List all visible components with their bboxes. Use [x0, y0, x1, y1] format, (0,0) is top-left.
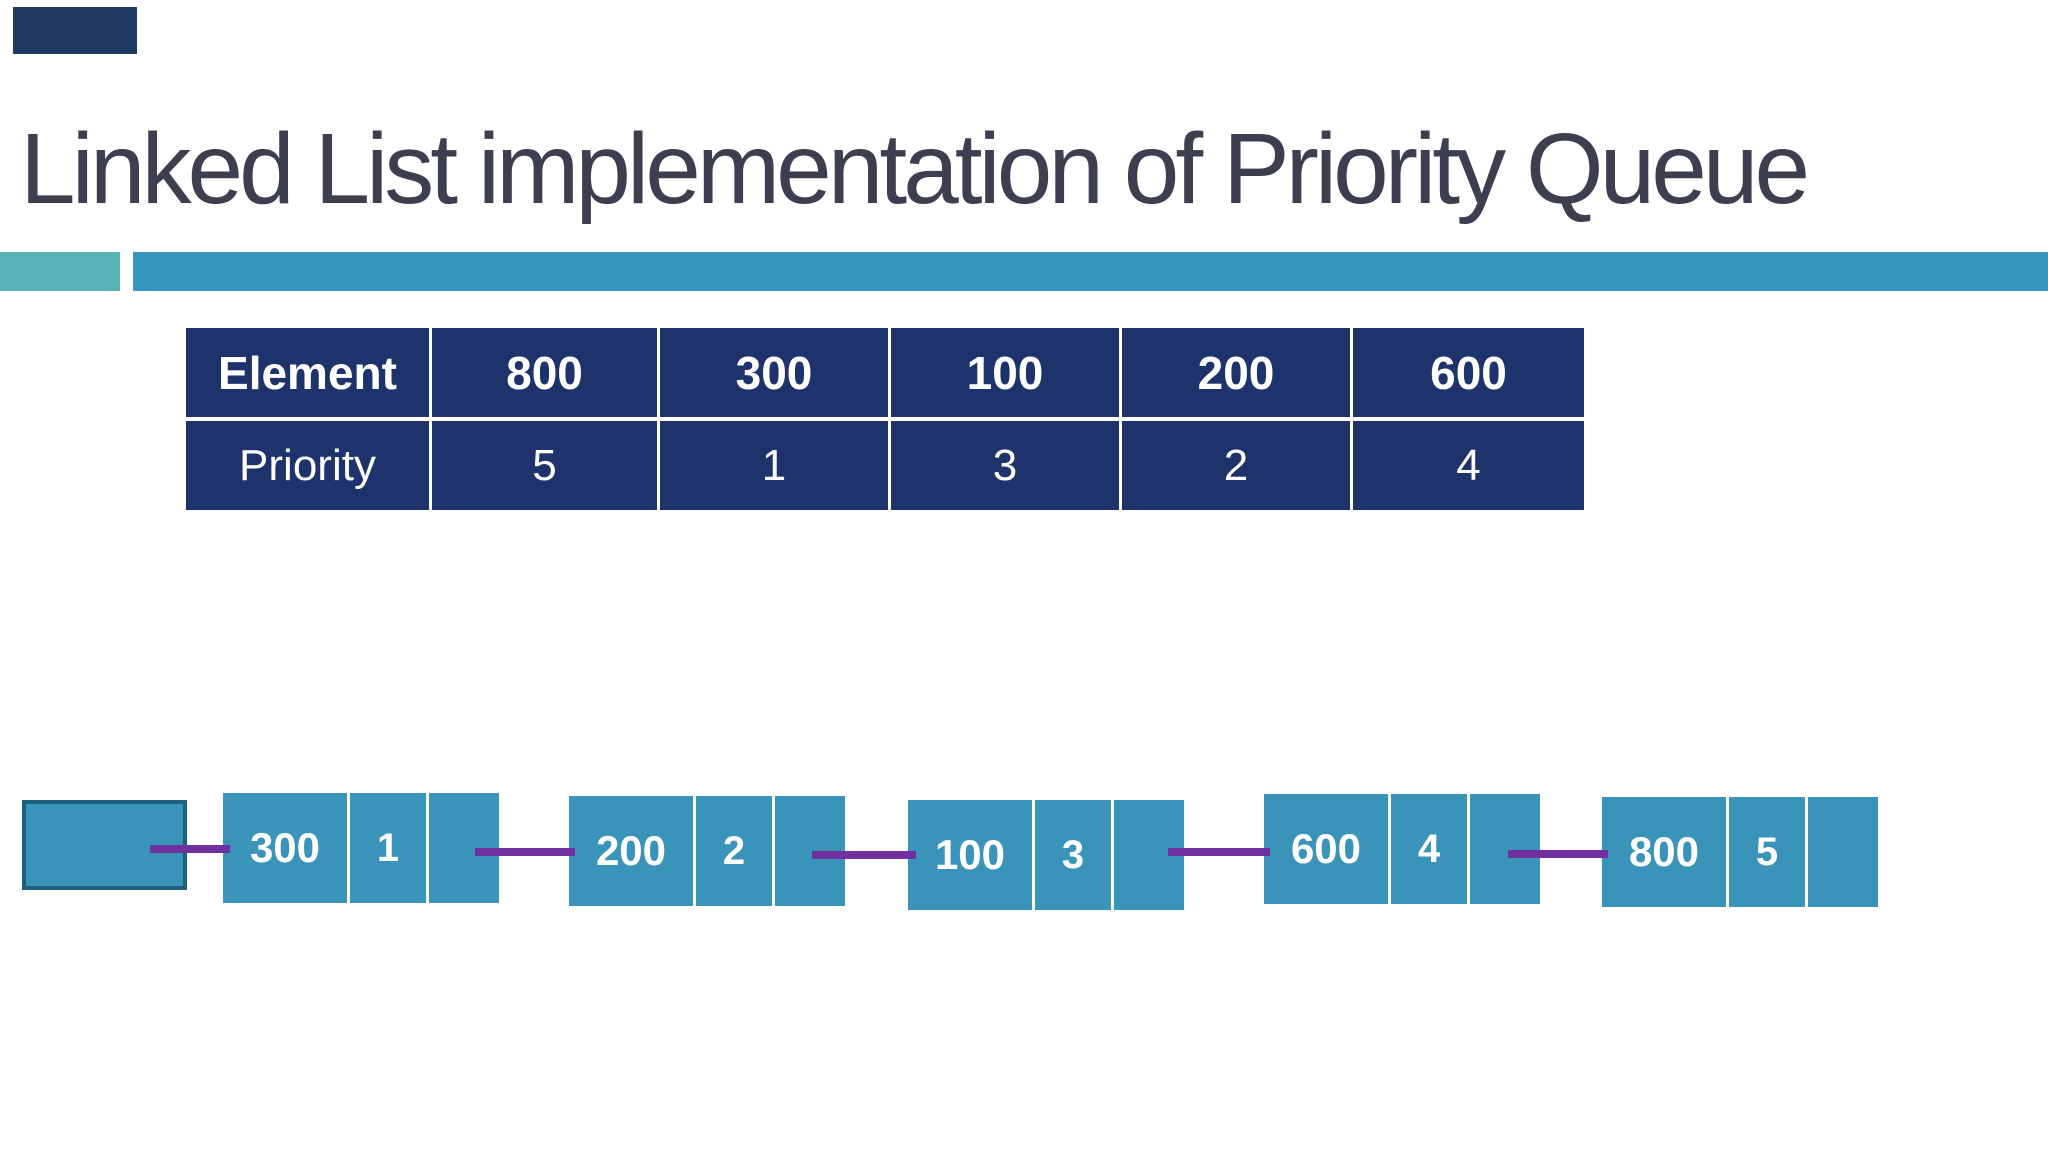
- slide-title: Linked List implementation of Priority Q…: [20, 113, 1810, 225]
- table-element-value: 100: [891, 328, 1119, 417]
- table-priority-value: 1: [660, 421, 888, 510]
- node-element-cell: 600: [1264, 794, 1388, 904]
- table-priority-value: 5: [432, 421, 657, 510]
- node-element-cell: 300: [223, 793, 347, 903]
- table-element-value: 600: [1353, 328, 1584, 417]
- table-element-value: 800: [432, 328, 657, 417]
- node-element-cell: 800: [1602, 797, 1726, 907]
- table-element-value: 200: [1122, 328, 1350, 417]
- node-element-cell: 100: [908, 800, 1032, 910]
- node-connector: [812, 851, 916, 859]
- list-node: 200 2: [569, 796, 845, 906]
- node-connector: [1508, 850, 1608, 858]
- list-node: 100 3: [908, 800, 1184, 910]
- table-header-priority: Priority: [186, 421, 429, 510]
- node-priority-cell: 2: [696, 796, 772, 906]
- list-node: 300 1: [223, 793, 499, 903]
- table-element-value: 300: [660, 328, 888, 417]
- table-header-element: Element: [186, 328, 429, 417]
- node-priority-cell: 3: [1035, 800, 1111, 910]
- accent-bar-main: [133, 252, 2048, 291]
- list-node: 600 4: [1264, 794, 1540, 904]
- list-node: 800 5: [1602, 797, 1878, 907]
- node-connector: [475, 848, 575, 856]
- node-connector: [150, 845, 230, 853]
- table-priority-value: 3: [891, 421, 1119, 510]
- table-priority-value: 4: [1353, 421, 1584, 510]
- node-next-cell: [1470, 794, 1540, 904]
- node-priority-cell: 1: [350, 793, 426, 903]
- corner-accent-block: [13, 7, 137, 54]
- node-next-cell: [1808, 797, 1878, 907]
- node-priority-cell: 4: [1391, 794, 1467, 904]
- table-priority-value: 2: [1122, 421, 1350, 510]
- accent-bar-small: [0, 252, 120, 291]
- priority-table: Element 800 300 100 200 600 Priority 5 1…: [186, 328, 1584, 510]
- node-priority-cell: 5: [1729, 797, 1805, 907]
- node-element-cell: 200: [569, 796, 693, 906]
- node-connector: [1168, 848, 1270, 856]
